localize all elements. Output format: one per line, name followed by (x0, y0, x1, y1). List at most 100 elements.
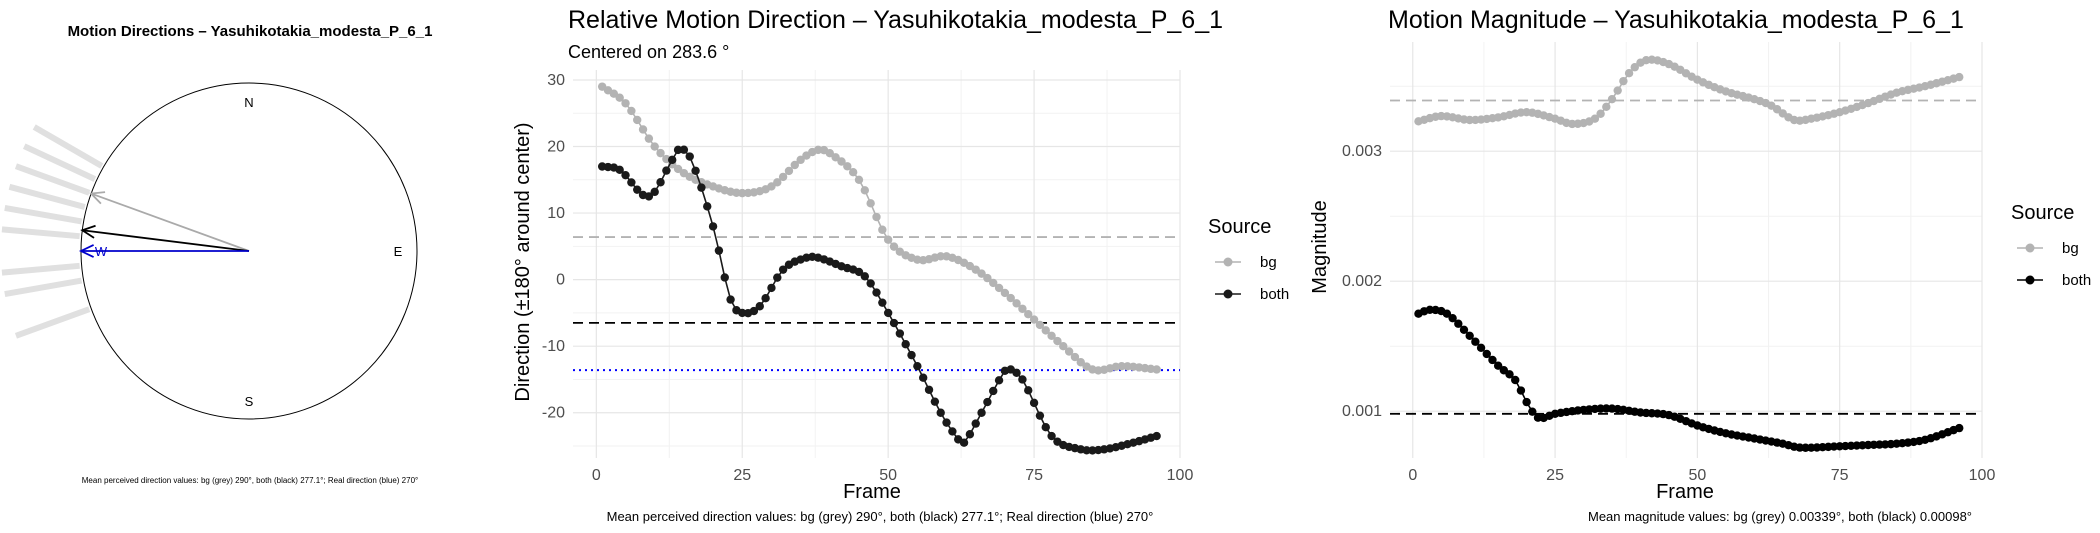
p2-point-both (651, 188, 659, 196)
p2-point-bg (855, 176, 863, 184)
p2-point-both (680, 146, 688, 154)
p2-point-both (726, 295, 734, 303)
p2-point-bg (633, 116, 641, 124)
p3-point-bg (1955, 73, 1963, 81)
p2-y-tick-label: 0 (556, 272, 565, 289)
p2-point-both (715, 246, 723, 254)
p2-point-both (972, 419, 980, 427)
direction-caption: Mean perceived direction values: bg (gre… (607, 509, 1154, 524)
direction-title: Relative Motion Direction – Yasuhikotaki… (568, 6, 1223, 34)
p2-point-both (761, 294, 769, 302)
p2-point-both (756, 302, 764, 310)
p3-legend-marker-both (2026, 276, 2035, 285)
compass-ray-5 (2, 229, 80, 236)
p2-point-bg (884, 236, 892, 244)
p2-point-both (907, 351, 915, 359)
p2-point-bg (621, 99, 629, 107)
p3-x-tick-label: 25 (1546, 467, 1564, 484)
compass-ray-6 (2, 266, 80, 273)
p2-y-tick-label: 30 (547, 72, 565, 89)
p2-x-tick-label: 75 (1025, 467, 1043, 484)
compass-ray-7 (5, 281, 82, 295)
magnitude-title: Motion Magnitude – Yasuhikotakia_modesta… (1388, 6, 1964, 34)
compass-caption: Mean perceived direction values: bg (gre… (82, 476, 418, 485)
magnitude-legend: bg both (2017, 240, 2091, 289)
p2-point-both (919, 374, 927, 382)
p2-point-both (896, 329, 904, 337)
p3-point-bg (1619, 77, 1627, 85)
p2-point-bg (872, 213, 880, 221)
p2-y-tick-label: -20 (542, 405, 565, 422)
magnitude-legend-title: Source (2011, 202, 2074, 224)
compass-title: Motion Directions – Yasuhikotakia_modest… (68, 23, 433, 40)
p2-point-both (1036, 411, 1044, 419)
p3-point-both (1477, 344, 1485, 352)
p2-point-both (884, 309, 892, 317)
p2-point-bg (627, 107, 635, 115)
p2-point-both (1018, 375, 1026, 383)
p3-point-bg (1602, 103, 1610, 111)
p2-point-both (861, 272, 869, 280)
p2-point-both (989, 387, 997, 395)
p2-point-bg (645, 134, 653, 142)
p2-point-both (890, 319, 898, 327)
p2-point-both (983, 398, 991, 406)
magnitude-series (1414, 55, 1963, 451)
p2-point-bg (1152, 365, 1160, 373)
p2-point-both (901, 340, 909, 348)
p2-point-both (948, 427, 956, 435)
p3-legend-label-bg: bg (2062, 240, 2079, 257)
p2-point-bg (639, 125, 647, 133)
p2-point-both (709, 222, 717, 230)
p2-point-both (627, 178, 635, 186)
p2-x-tick-label: 100 (1167, 467, 1194, 484)
compass-panel: Motion Directions – Yasuhikotakia_modest… (2, 23, 432, 485)
p3-legend-marker-bg (2026, 244, 2035, 253)
p3-point-bg (1596, 110, 1604, 118)
magnitude-caption: Mean magnitude values: bg (grey) 0.00339… (1588, 509, 1972, 524)
p2-legend-marker-bg (1224, 258, 1233, 267)
direction-y-axis-label: Direction (±180° around center) (512, 122, 534, 401)
magnitude-y-axis-label: Magnitude (1309, 200, 1331, 293)
direction-subtitle: Centered on 283.6 ° (568, 42, 729, 62)
direction-panel: Relative Motion Direction – Yasuhikotaki… (512, 6, 1289, 524)
p2-point-both (1012, 369, 1020, 377)
direction-x-axis-label: Frame (843, 481, 901, 503)
direction-reference-lines (573, 237, 1180, 370)
p2-point-both (767, 284, 775, 292)
p3-x-tick-label: 0 (1408, 467, 1417, 484)
p2-point-both (977, 409, 985, 417)
p3-point-both (1517, 386, 1525, 394)
p2-point-bg (878, 226, 886, 234)
p3-y-tick-label: 0.001 (1342, 403, 1382, 420)
p3-point-both (1511, 376, 1519, 384)
p2-y-tick-label: 10 (547, 205, 565, 222)
magnitude-reference-lines (1390, 101, 1982, 414)
magnitude-x-axis-label: Frame (1656, 481, 1714, 503)
p2-point-both (966, 430, 974, 438)
p2-point-bg (779, 173, 787, 181)
direction-legend-title: Source (1208, 216, 1271, 238)
p2-point-both (721, 273, 729, 281)
p3-point-both (1522, 398, 1530, 406)
compass-north-label: N (244, 95, 253, 110)
p2-point-both (691, 167, 699, 175)
p3-point-bg (1608, 95, 1616, 103)
p3-series-line-both (1418, 310, 1959, 448)
p3-point-bg (1613, 86, 1621, 94)
compass-ray-0 (34, 127, 102, 166)
p2-point-both (872, 288, 880, 296)
p2-y-tick-label: 20 (547, 139, 565, 156)
p2-legend-label-both: both (1260, 286, 1289, 303)
p2-point-both (697, 183, 705, 191)
p2-point-bg (651, 142, 659, 150)
p2-point-both (866, 279, 874, 287)
p2-point-bg (861, 186, 869, 194)
p2-y-tick-label: -10 (542, 338, 565, 355)
p2-legend-marker-both (1224, 290, 1233, 299)
p3-legend-label-both: both (2062, 272, 2091, 289)
compass-east-label: E (394, 244, 403, 259)
p2-point-bg (866, 199, 874, 207)
p3-point-both (1955, 424, 1963, 432)
